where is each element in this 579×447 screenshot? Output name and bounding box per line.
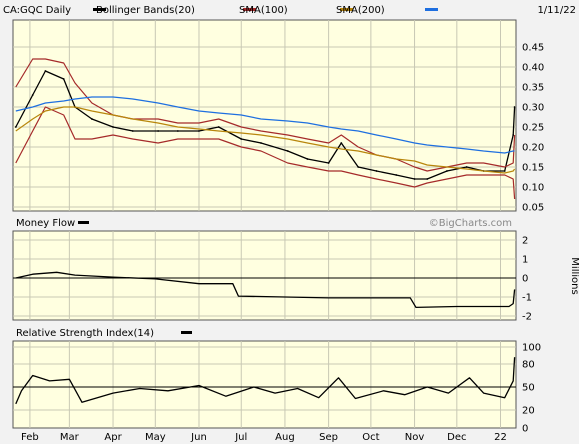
x-tick-label: May (145, 432, 166, 443)
price-point (306, 158, 309, 160)
x-tick-label: Mar (60, 432, 80, 443)
rsi-y-tick-label: 80 (522, 360, 535, 371)
price-point (446, 170, 448, 172)
price-series-bollinger-upper-line (15, 58, 516, 172)
money-flow-y-tick-label: 0 (522, 274, 528, 285)
price-point (176, 130, 179, 132)
x-tick-label: Sep (319, 432, 338, 443)
price-y-tick-label: 0.35 (522, 83, 544, 94)
price-point (260, 142, 262, 144)
x-tick-label: Apr (104, 432, 122, 443)
x-tick-label: Oct (362, 432, 379, 443)
price-point (357, 166, 360, 168)
legend-label: SMA(100) (239, 5, 288, 16)
rsi-plot-area (12, 340, 517, 429)
rsi-title: Relative Strength Index(14) (16, 328, 154, 339)
price-point (286, 150, 289, 152)
money-flow-panel: 2 1 0 -1 -2 Money Flow ©BigCharts.com Millions (12, 218, 579, 323)
rsi-series-relative-strength-index-14--line (15, 357, 516, 405)
legend-label: CA:GQC Daily (3, 5, 71, 16)
price-y-tick-label: 0.15 (522, 163, 544, 174)
legend-label: SMA(200) (336, 5, 385, 16)
x-tick-label: Aug (275, 432, 295, 443)
price-panel: 0.45 0.40 0.35 0.30 0.25 0.20 0.15 0.10 0.05 CA:G… (3, 5, 576, 214)
price-point (62, 78, 65, 80)
price-point (91, 118, 93, 120)
price-point (217, 126, 220, 128)
price-point (513, 106, 516, 108)
x-tick-label: Nov (405, 432, 425, 443)
rsi-y-tick-label: 100 (522, 343, 541, 354)
price-point (340, 142, 343, 144)
price-point (465, 166, 468, 168)
rsi-y-tick-label: 20 (522, 406, 535, 417)
rsi-panel: 100 80 50 20 0 Relative Strength Index(14) (12, 328, 541, 435)
money-flow-title: Money Flow (16, 218, 75, 229)
x-tick-label: Jul (234, 432, 247, 443)
legend-label: Bollinger Bands(20) (96, 5, 195, 16)
x-tick-label: Feb (21, 432, 39, 443)
price-series-sma-100--line (15, 106, 516, 174)
price-y-tick-label: 0.40 (522, 63, 544, 74)
money-flow-y-tick-label: -1 (522, 293, 532, 304)
money-flow-plot-area (12, 230, 517, 321)
price-y-tick-label: 0.30 (522, 103, 544, 114)
price-y-tick-label: 0.25 (522, 123, 544, 134)
price-point (426, 178, 429, 180)
x-tick-label: 22 (494, 432, 507, 443)
price-point (395, 174, 398, 176)
price-series-bollinger-lower-line (15, 106, 516, 200)
price-point (512, 134, 515, 136)
price-point (44, 70, 47, 72)
money-flow-series-money-flow-line (15, 271, 516, 309)
price-point (31, 94, 34, 96)
money-flow-y-tick-label: -2 (522, 312, 532, 323)
money-flow-y-tick-label: 2 (522, 236, 528, 247)
rsi-y-tick-label: 50 (522, 383, 535, 394)
money-flow-y-tick-label: 1 (522, 255, 528, 266)
rsi-y-tick-label: 0 (522, 424, 528, 435)
price-y-tick-label: 0.20 (522, 143, 544, 154)
price-point (375, 170, 378, 172)
price-y-tick-label: 0.10 (522, 183, 544, 194)
x-tick-label: Jun (190, 432, 207, 443)
chart-date: 1/11/22 (537, 5, 576, 16)
x-tick-label: Dec (447, 432, 466, 443)
price-point (14, 126, 17, 128)
price-point (131, 130, 134, 132)
price-y-tick-label: 0.45 (522, 43, 544, 54)
price-series-sma-200--line (15, 96, 515, 154)
units-label: Millions (569, 257, 579, 294)
price-plot-area (12, 19, 517, 212)
price-point (112, 126, 114, 128)
price-point (240, 138, 243, 140)
watermark: ©BigCharts.com (429, 218, 512, 229)
price-point (503, 170, 506, 172)
price-point (157, 130, 160, 132)
price-point (327, 162, 330, 164)
price-point (413, 178, 416, 180)
price-y-tick-label: 0.05 (522, 203, 544, 214)
price-point (198, 130, 200, 132)
